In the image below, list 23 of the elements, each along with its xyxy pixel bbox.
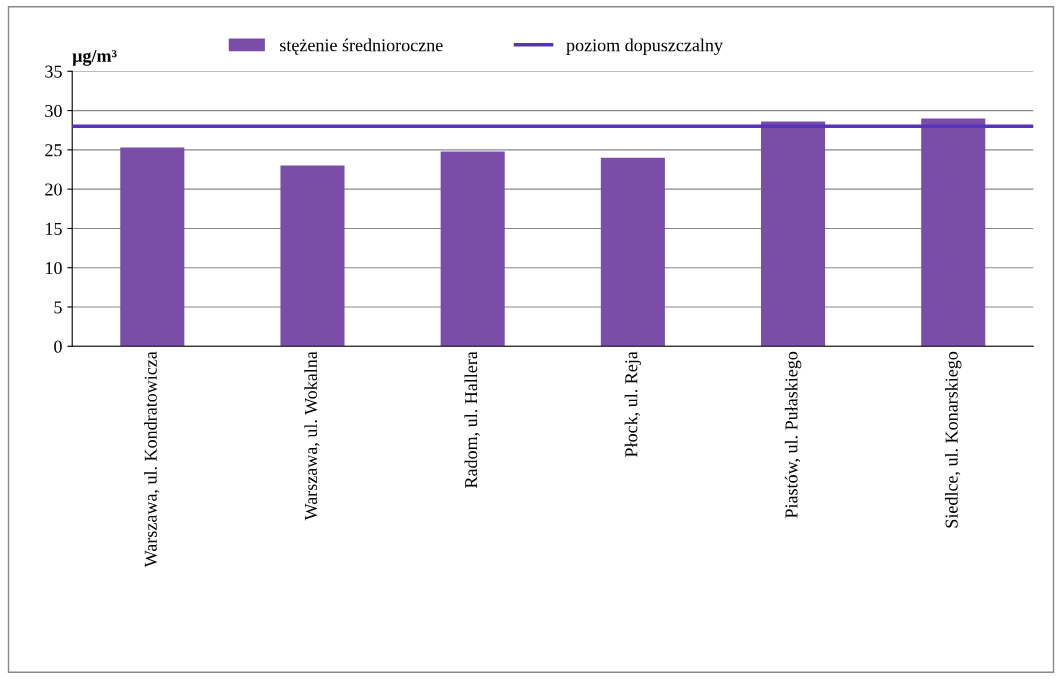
x-tick-label: Warszawa, ul. Kondratowicza (144, 351, 160, 568)
x-tick-label: Siedlce, ul. Konarskiego (945, 351, 962, 528)
y-tick-label: 5 (54, 301, 62, 314)
y-tick-label: 15 (46, 222, 62, 235)
bar (761, 121, 826, 347)
y-tick-label: 0 (54, 340, 62, 353)
x-tick-label: Warszawa, ul. Wokalna (304, 351, 320, 521)
bar (600, 157, 665, 347)
y-tick-label: 10 (46, 261, 62, 275)
bar (120, 147, 185, 347)
y-tick-label: 20 (45, 183, 62, 196)
x-tick-label: Płock, ul. Reja (624, 351, 642, 457)
bar (280, 165, 345, 347)
x-tick-label: Piastów, ul. Pułaskiego (784, 351, 802, 518)
x-tick-label: Radom, ul. Hallera (464, 351, 480, 489)
y-tick-label: 30 (45, 104, 62, 118)
legend-label: poziom dopuszczalny (566, 38, 723, 56)
y-tick-label: 25 (45, 144, 62, 157)
y-tick-label: 35 (45, 65, 62, 78)
bar (921, 118, 986, 347)
y-axis-title: μg/m³ (72, 49, 117, 66)
legend-label: stężenie średnioroczne (280, 38, 443, 55)
bar (440, 151, 505, 347)
